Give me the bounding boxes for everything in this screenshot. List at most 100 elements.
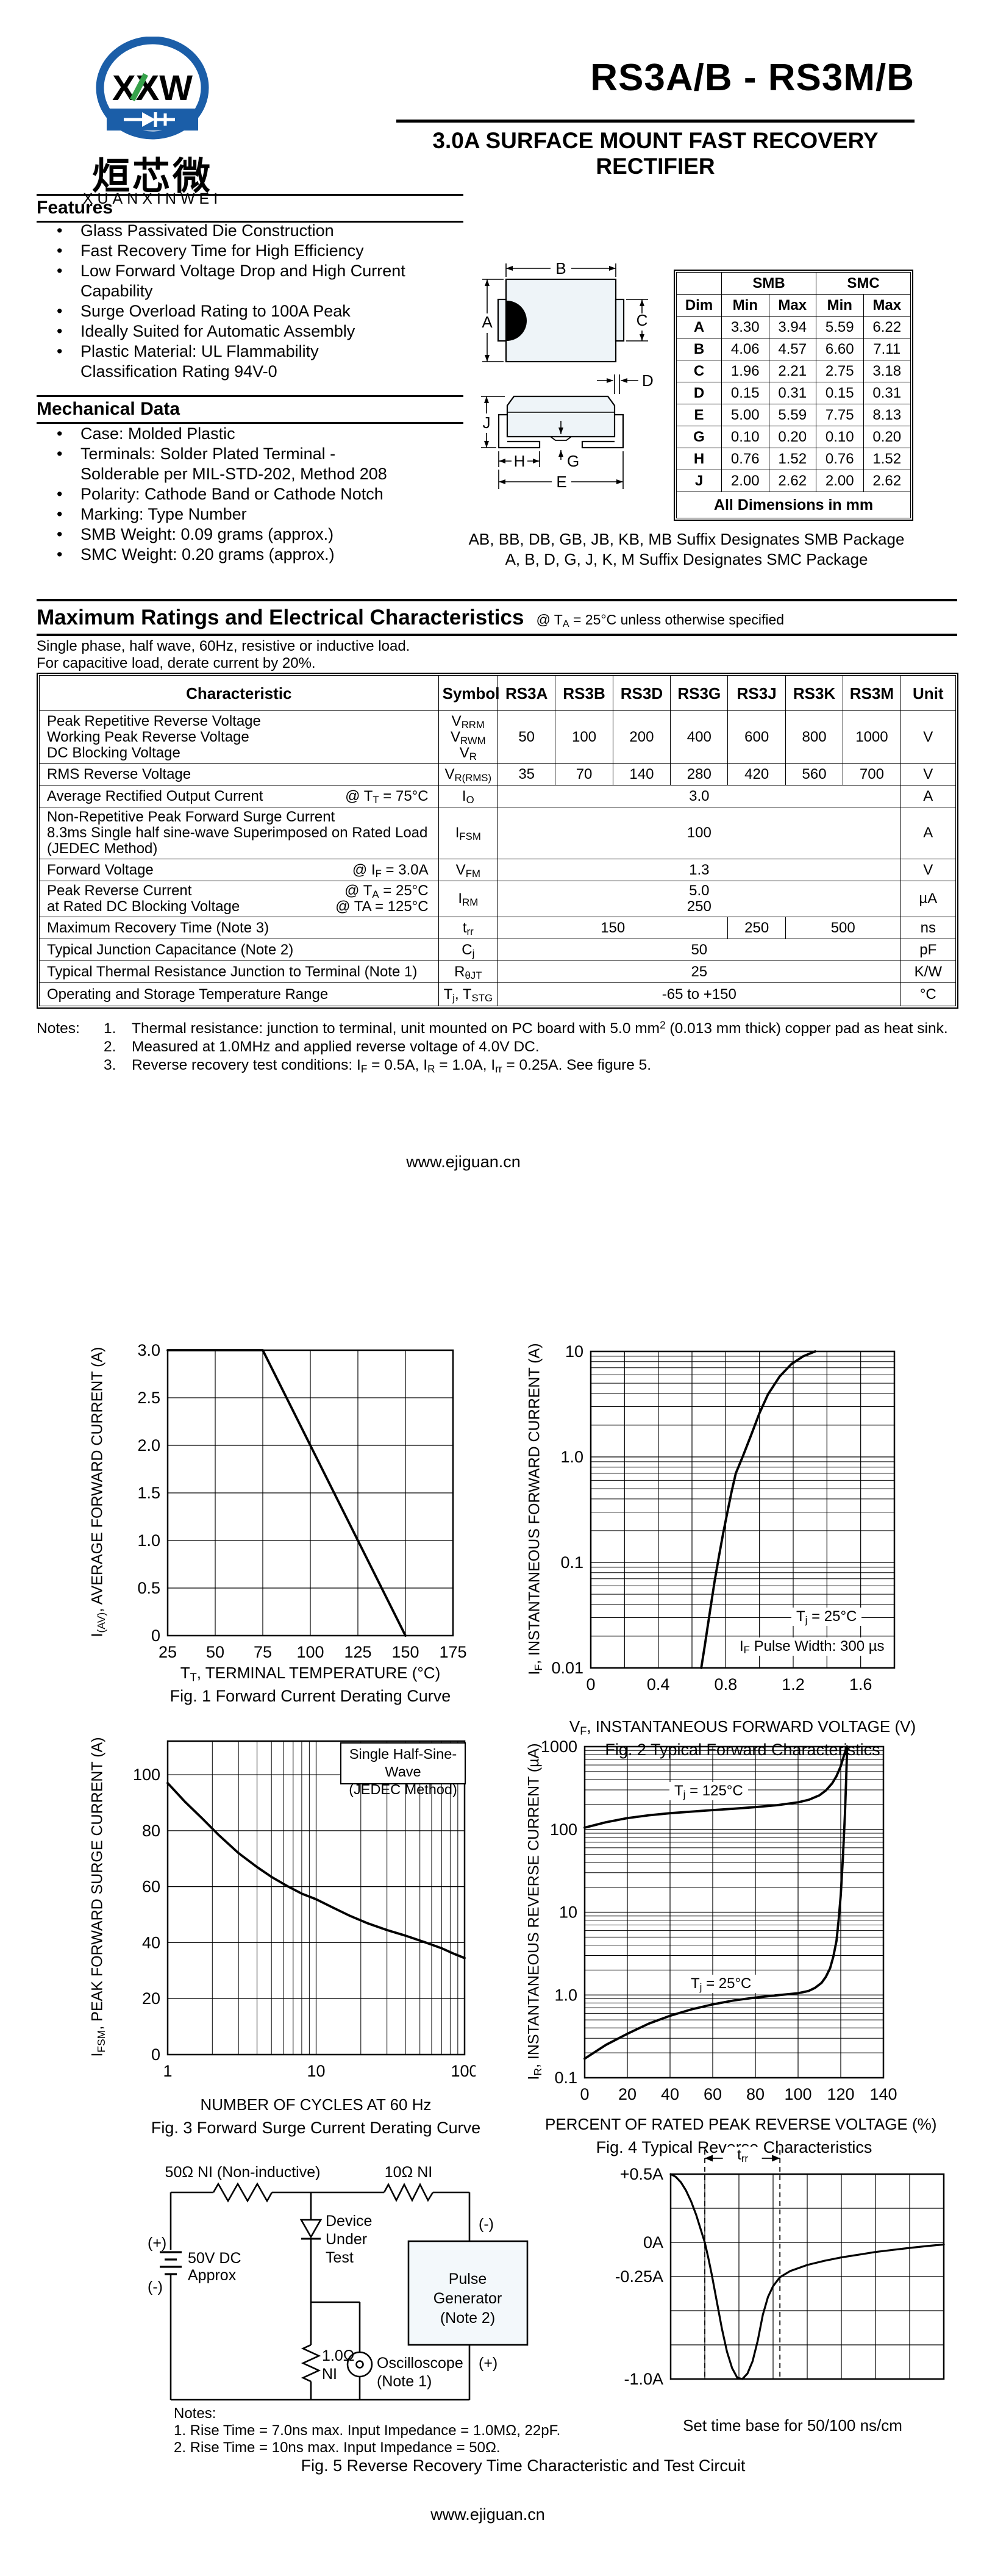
website-link-footer[interactable]: www.ejiguan.cn — [430, 2505, 545, 2524]
fig2-annotation-tj: Tj = 25°C — [791, 1608, 862, 1626]
cathode-band-mark — [507, 301, 527, 341]
resistor-10ohm — [383, 2183, 434, 2202]
x-tick-label: 20 — [618, 2085, 637, 2103]
x-tick-label: 120 — [827, 2085, 854, 2103]
fig1-y-axis-label: I(AV), AVERAGE FORWARD CURRENT (A) — [88, 1347, 107, 1637]
x-tick-label: 50 — [206, 1643, 224, 1661]
timebase-note: Set time base for 50/100 ns/cm — [683, 2416, 902, 2435]
table-row: H 0.76 1.52 0.76 1.52 — [676, 448, 911, 470]
x-tick-label: 0 — [580, 2085, 589, 2103]
battery-symbol — [160, 2251, 182, 2275]
y-tick-label: 0 — [151, 1626, 160, 1645]
x-tick-label: 1.6 — [849, 1675, 872, 1694]
bullet-icon — [37, 241, 80, 261]
pulse-generator-box — [407, 2240, 529, 2346]
pulse-generator-label-1: Pulse — [449, 2270, 487, 2288]
bullet-icon — [37, 545, 80, 565]
y-tick-label: 100 — [550, 1820, 577, 1839]
resistor-1ohm-ni-label: NI — [322, 2366, 337, 2383]
fig4-y-axis-label: IR, INSTANTANEOUS REVERSE CURRENT (µA) — [525, 1743, 544, 2080]
x-tick-label: 1 — [163, 2062, 172, 2080]
features-heading: Features — [37, 194, 463, 223]
y-tick-label: 1000 — [541, 1737, 577, 1756]
dim-label-G: G — [567, 452, 579, 470]
fig3-caption: Fig. 3 Forward Surge Current Derating Cu… — [151, 2119, 481, 2137]
oscilloscope-note-label: (Note 1) — [377, 2373, 432, 2390]
bullet-icon — [37, 524, 80, 545]
list-item: Low Forward Voltage Drop and High Curren… — [37, 261, 463, 301]
package-left-tab — [497, 298, 507, 342]
x-tick-label: 100 — [784, 2085, 811, 2103]
y-tick-label: 2.0 — [137, 1436, 160, 1454]
fig5-test-circuit: 50Ω NI (Non-inductive) 10Ω NI (+) (-) 50… — [148, 2164, 529, 2401]
bullet-icon — [37, 221, 80, 241]
resistor-50ohm — [212, 2182, 273, 2203]
list-item: Ideally Suited for Automatic Assembly — [37, 321, 463, 342]
fig4-annotation-tj125: Tj = 125°C — [669, 1782, 748, 1800]
mechanical-list: Case: Molded Plastic Terminals: Solder P… — [37, 424, 463, 565]
plot-border — [583, 1745, 885, 2079]
y-tick-label: 0.5 — [137, 1579, 160, 1597]
brand-name-cn: 烜芯微 — [91, 156, 213, 198]
battery-plus-label: (+) — [148, 2234, 166, 2252]
dim-label-D: D — [642, 371, 654, 390]
dim-label-H: H — [514, 452, 526, 470]
logo-green-accent — [130, 73, 148, 102]
table-row-vrms: RMS Reverse Voltage VR(RMS) 35 70 140 280 42… — [39, 763, 957, 785]
y-tick-label: 1.0 — [560, 1448, 583, 1466]
dut-label-3: Test — [326, 2249, 354, 2266]
table-row-io: Average Rectified Output Current @ TT = 7… — [39, 785, 957, 807]
plot-border — [166, 1349, 454, 1637]
y-tick-label: +0.5A — [620, 2165, 663, 2183]
fig2-annotation-pulse: IF Pulse Width: 300 µs — [735, 1637, 890, 1656]
dim-label-E: E — [556, 473, 566, 491]
table-row-irm: Peak Reverse Current @ TA = 25°C at Rated … — [39, 881, 957, 917]
series-line — [583, 1745, 849, 2060]
y-tick-label: 0.1 — [560, 1553, 583, 1572]
y-tick-label: 2.5 — [137, 1389, 160, 1407]
x-tick-label: 25 — [159, 1643, 177, 1661]
dut-label-2: Under — [326, 2231, 367, 2248]
x-tick-label: 0 — [586, 1675, 595, 1694]
circuit-notes: Notes: 1. Rise Time = 7.0ns max. Input I… — [174, 2405, 561, 2456]
fig1-x-axis-label: TT, TERMINAL TEMPERATURE (°C) — [180, 1664, 441, 1684]
package-top-view-body — [505, 278, 617, 363]
ratings-notes: Notes: 1. Thermal resistance: junction to … — [37, 1018, 948, 1075]
x-tick-label: 125 — [344, 1643, 371, 1661]
y-tick-label: 40 — [142, 1933, 160, 1952]
x-tick-label: 40 — [661, 2085, 679, 2103]
resistor-1ohm-label: 1.0Ω — [322, 2347, 354, 2364]
fig4-x-axis-label: PERCENT OF RATED PEAK REVERSE VOLTAGE (%… — [545, 2115, 937, 2133]
table-row-trr: Maximum Recovery Time (Note 3) trr 150 2… — [39, 917, 957, 939]
table-row: All Dimensions in mm — [676, 492, 911, 518]
table-row: D 0.15 0.31 0.15 0.31 — [676, 382, 911, 404]
page-subtitle: 3.0A SURFACE MOUNT FAST RECOVERY RECTIFI… — [432, 128, 879, 179]
x-tick-label: 75 — [254, 1643, 272, 1661]
brand-logo: XXW — [96, 37, 209, 140]
fig2-caption: Fig. 2 Typical Forward Characteristics — [605, 1741, 880, 1759]
features-list: Glass Passivated Die Construction Fast R… — [37, 221, 463, 382]
dim-label-B: B — [555, 259, 566, 277]
package-right-lead — [581, 413, 624, 449]
table-row: SMB SMC — [676, 272, 911, 295]
y-tick-label: 100 — [133, 1766, 160, 1784]
list-item: Glass Passivated Die Construction — [37, 221, 463, 241]
x-tick-label: 100 — [451, 2062, 476, 2080]
list-item: Terminals: Solder Plated Terminal -Solde… — [37, 444, 463, 484]
table-row: E 5.00 5.59 7.75 8.13 — [676, 404, 911, 426]
battery-approx-label: Approx — [188, 2267, 237, 2284]
fig5-caption: Fig. 5 Reverse Recovery Time Characteris… — [301, 2456, 746, 2475]
fig1-caption: Fig. 1 Forward Current Derating Curve — [169, 1687, 451, 1705]
bullet-icon — [37, 444, 80, 484]
bullet-icon — [37, 301, 80, 321]
website-link[interactable]: www.ejiguan.cn — [406, 1153, 521, 1171]
x-tick-label: 1.2 — [782, 1675, 805, 1694]
fig4-chart: 0 20 40 60 80 100 120 140 0.1 1.0 10 100 1000 — [541, 1737, 897, 2103]
fig3-y-axis-label: IFSM, PEAK FORWARD SURGE CURRENT (A) — [88, 1737, 107, 2057]
oscilloscope-label: Oscilloscope — [377, 2355, 463, 2372]
list-item: Polarity: Cathode Band or Cathode Notch — [37, 484, 463, 504]
series-line — [700, 1350, 816, 1669]
pulse-generator-label-3: (Note 2) — [440, 2309, 495, 2327]
bullet-icon — [37, 424, 80, 444]
ratings-intro: Single phase, half wave, 60Hz, resistive… — [37, 638, 410, 671]
